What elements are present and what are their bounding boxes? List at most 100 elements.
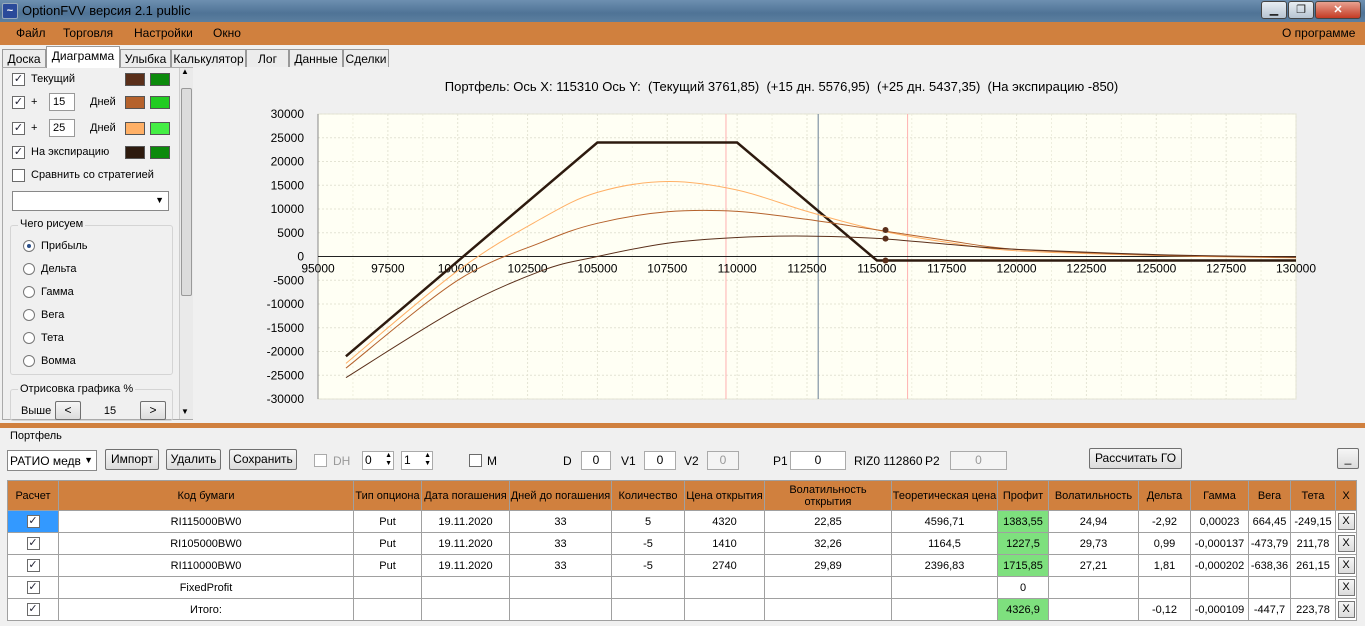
minimize-window-button[interactable]: ▁ [1261,1,1287,19]
calc-checkbox[interactable]: ✓ [26,603,40,616]
tab-data[interactable]: Данные [289,49,343,68]
column-header[interactable]: Количество [611,480,685,511]
days1-input[interactable]: 15 [49,93,75,111]
table-cell[interactable]: X [1335,554,1357,577]
p2-field[interactable]: 0 [950,451,1007,470]
radio-gamma[interactable] [23,286,35,298]
radio-theta[interactable] [23,332,35,344]
strategy-compare-select[interactable]: ▼ [12,191,169,211]
column-header[interactable]: X [1335,480,1357,511]
table-cell[interactable]: ✓ [7,532,59,555]
above-increase-button[interactable]: > [140,401,166,420]
column-header[interactable]: Волатильность открытия [764,480,892,511]
left-panel-scrollbar[interactable]: ▲ ▼ [179,67,193,419]
strategy-select[interactable]: РАТИО медв ▼ [7,450,97,471]
days1-color-swatch-2[interactable] [150,96,170,109]
save-button[interactable]: Сохранить [229,449,297,470]
days2-checkbox[interactable]: ✓ [12,122,25,135]
table-row[interactable]: ✓ FixedProfit 0 X [7,576,1357,599]
table-row[interactable]: ✓ RI110000BW0 Put 19.11.2020 33 -5 2740 29,89 23… [7,554,1357,577]
days1-color-swatch[interactable] [125,96,145,109]
close-window-button[interactable]: ✕ [1315,1,1361,19]
column-header[interactable]: Дата погашения [421,480,510,511]
calc-checkbox[interactable]: ✓ [26,515,40,528]
spin-arrows-icon[interactable]: ▲ ▼ [424,452,431,467]
table-cell[interactable]: X [1335,576,1357,599]
table-row[interactable]: ✓ Итого: 4326,9 -0,12 -0,000109 -447,7 223,78 X [7,598,1357,621]
maximize-window-button[interactable]: ❐ [1288,1,1314,19]
column-header[interactable]: Тета [1290,480,1336,511]
table-row[interactable]: ✓ RI115000BW0 Put 19.11.2020 33 5 4320 22,85 459… [7,510,1357,533]
column-header[interactable]: Вега [1248,480,1291,511]
days2-input[interactable]: 25 [49,119,75,137]
d-field[interactable]: 0 [581,451,611,470]
calc-checkbox[interactable]: ✓ [26,581,40,594]
v1-field[interactable]: 0 [644,451,676,470]
compare-checkbox[interactable] [12,169,25,182]
column-header[interactable]: Дельта [1138,480,1191,511]
column-header[interactable]: Гамма [1190,480,1249,511]
menu-about[interactable]: О программе [1282,26,1356,40]
tab-log[interactable]: Лог [246,49,289,68]
table-cell[interactable]: ✓ [7,510,59,533]
table-row[interactable]: ✓ RI105000BW0 Put 19.11.2020 33 -5 1410 32,26 11… [7,532,1357,555]
spin-arrows-icon[interactable]: ▲ ▼ [385,452,392,467]
current-color-swatch-2[interactable] [150,73,170,86]
tab-calculator[interactable]: Калькулятор [171,49,246,68]
days2-color-swatch-2[interactable] [150,122,170,135]
tab-board[interactable]: Доска [2,49,46,68]
column-header[interactable]: Дней до погашения [509,480,612,511]
table-cell[interactable]: X [1335,532,1357,555]
tab-deals[interactable]: Сделки [343,49,389,68]
panel-splitter[interactable] [0,423,1365,428]
above-decrease-button[interactable]: < [55,401,81,420]
p1-field[interactable]: 0 [790,451,846,470]
menu-settings[interactable]: Настройки [134,26,193,40]
remove-row-button[interactable]: X [1337,601,1355,618]
current-color-swatch[interactable] [125,73,145,86]
remove-row-button[interactable]: X [1337,513,1355,530]
days2-color-swatch[interactable] [125,122,145,135]
table-cell[interactable]: ✓ [7,554,59,577]
remove-row-button[interactable]: X [1337,557,1355,574]
delete-button[interactable]: Удалить [166,449,221,470]
calc-margin-button[interactable]: Рассчитать ГО [1089,448,1182,469]
expiry-color-swatch[interactable] [125,146,145,159]
remove-row-button[interactable]: X [1337,579,1355,596]
column-header[interactable]: Тип опциона [353,480,422,511]
tab-smile[interactable]: Улыбка [120,49,171,68]
dh-spin2[interactable]: 1 ▲ ▼ [401,451,433,470]
menu-window[interactable]: Окно [213,26,241,40]
radio-delta[interactable] [23,263,35,275]
radio-vega[interactable] [23,309,35,321]
menu-file[interactable]: Файл [16,26,46,40]
column-header[interactable]: Волатильность [1048,480,1139,511]
column-header[interactable]: Цена открытия [684,480,765,511]
import-button[interactable]: Импорт [105,449,159,470]
v2-field[interactable]: 0 [707,451,739,470]
days1-checkbox[interactable]: ✓ [12,96,25,109]
tab-diagram[interactable]: Диаграмма [46,46,120,68]
calc-checkbox[interactable]: ✓ [26,537,40,550]
column-header[interactable]: Расчет [7,480,59,511]
remove-row-button[interactable]: X [1337,535,1355,552]
scroll-thumb[interactable] [181,88,192,296]
dh-spin1[interactable]: 0 ▲ ▼ [362,451,394,470]
expiry-checkbox[interactable]: ✓ [12,146,25,159]
m-checkbox[interactable] [469,454,482,467]
payoff-chart[interactable]: 30000 25000 20000 15000 10000 5000 0 -5000 -1000… [198,67,1365,420]
radio-vomma[interactable] [23,355,35,367]
radio-profit[interactable] [23,240,35,252]
table-cell[interactable]: ✓ [7,598,59,621]
minimize-panel-button[interactable]: _ [1337,448,1359,469]
table-cell[interactable]: ✓ [7,576,59,599]
scroll-down-icon[interactable]: ▼ [181,407,189,416]
expiry-color-swatch-2[interactable] [150,146,170,159]
current-checkbox[interactable]: ✓ [12,73,25,86]
column-header[interactable]: Профит [997,480,1049,511]
column-header[interactable]: Теоретическая цена [891,480,998,511]
table-cell[interactable]: X [1335,510,1357,533]
menu-trade[interactable]: Торговля [63,26,114,40]
dh-checkbox[interactable] [314,454,327,467]
column-header[interactable]: Код бумаги [58,480,354,511]
